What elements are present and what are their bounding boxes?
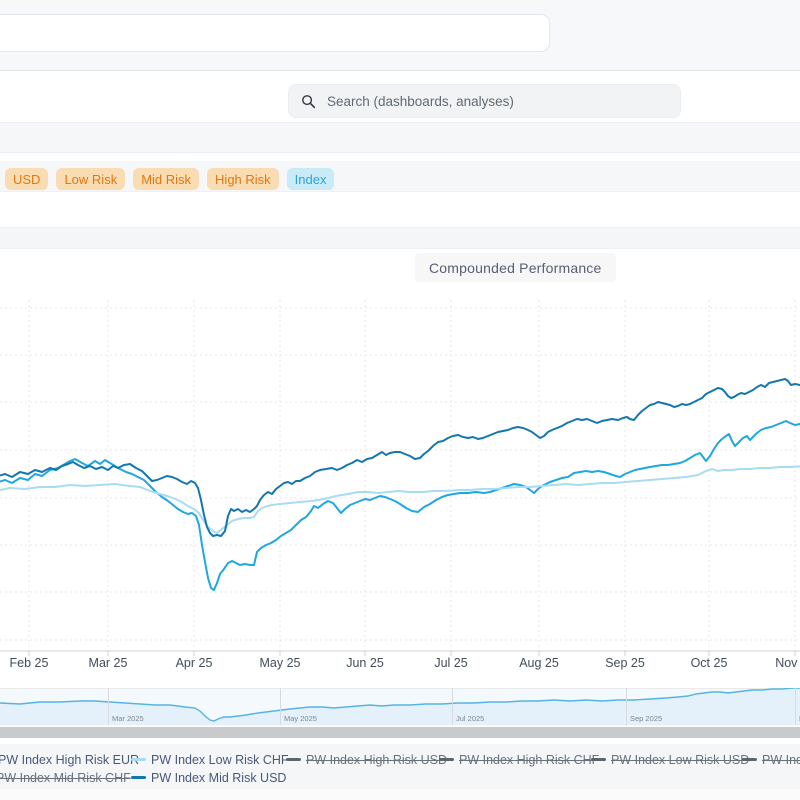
navigator-tick [280,688,281,725]
legend-label: PW Index High Risk USD [306,753,447,767]
legend-marker [286,758,301,761]
x-axis-label: Aug 25 [507,656,571,670]
filter-tag-usd[interactable]: USD [5,168,48,190]
legend-item[interactable]: PW Index High Risk EUR [0,752,139,767]
legend-item[interactable]: PW Index Low Risk CHF [131,752,289,767]
legend-label: PW Index Mid Risk CHF [0,771,131,785]
legend-label: PW Index High Risk CHF [459,753,599,767]
x-axis-label: Apr 25 [162,656,226,670]
navigator-label: Mar 2025 [112,714,144,723]
navigator-tick [108,688,109,725]
series-line [0,466,800,533]
horizontal-scrollbar[interactable] [0,727,800,738]
bottom-strip [0,789,800,800]
chart-title: Compounded Performance [415,253,616,282]
legend-item[interactable]: PW Index Mid Risk USD [131,770,286,785]
legend-marker [742,758,757,761]
legend-marker [131,776,146,779]
filter-tags: USD Low Risk Mid Risk High Risk Index [5,168,334,190]
legend-item[interactable]: PW Index Low Risk USD [591,752,749,767]
legend-item[interactable]: PW Index Mid Risk CHF [0,770,131,785]
x-axis-label: Jun 25 [333,656,397,670]
series-line [0,421,800,590]
filter-tag-high-risk[interactable]: High Risk [207,168,279,190]
legend-label: PW Inde [762,753,800,767]
divider-band [0,122,800,153]
navigator-tick [795,688,796,725]
navigator-label: Sep 2025 [630,714,662,723]
legend-label: PW Index High Risk EUR [0,753,139,767]
x-axis-label: Feb 25 [0,656,61,670]
legend-marker [591,758,606,761]
legend-item[interactable]: PW Inde [742,752,800,767]
performance-chart[interactable] [0,300,800,660]
x-axis-label: Nov 25 [763,656,800,670]
x-axis-label: Oct 25 [677,656,741,670]
x-axis-label: Jul 25 [419,656,483,670]
filter-tag-index[interactable]: Index [287,168,335,190]
navigator-tick [452,688,453,725]
legend-label: PW Index Mid Risk USD [151,771,286,785]
legend-item[interactable]: PW Index High Risk USD [286,752,447,767]
search-icon [301,94,316,109]
search-box[interactable] [288,84,681,118]
legend-label: PW Index Low Risk USD [611,753,749,767]
filter-tag-low-risk[interactable]: Low Risk [56,168,125,190]
legend-marker [131,758,146,761]
navigator-tick [626,688,627,725]
legend-marker [439,758,454,761]
divider-band [0,227,800,249]
chart-title-label: Compounded Performance [429,260,602,276]
x-axis-label: Mar 25 [76,656,140,670]
filter-tag-mid-risk[interactable]: Mid Risk [133,168,199,190]
navigator-label: Jul 2025 [456,714,484,723]
legend-label: PW Index Low Risk CHF [151,753,289,767]
x-axis-label: Sep 25 [593,656,657,670]
series-line [0,379,800,536]
legend-item[interactable]: PW Index High Risk CHF [439,752,599,767]
toolbar-input[interactable] [0,14,550,52]
navigator-label: May 2025 [284,714,317,723]
search-input[interactable] [325,93,668,110]
x-axis-label: May 25 [248,656,312,670]
